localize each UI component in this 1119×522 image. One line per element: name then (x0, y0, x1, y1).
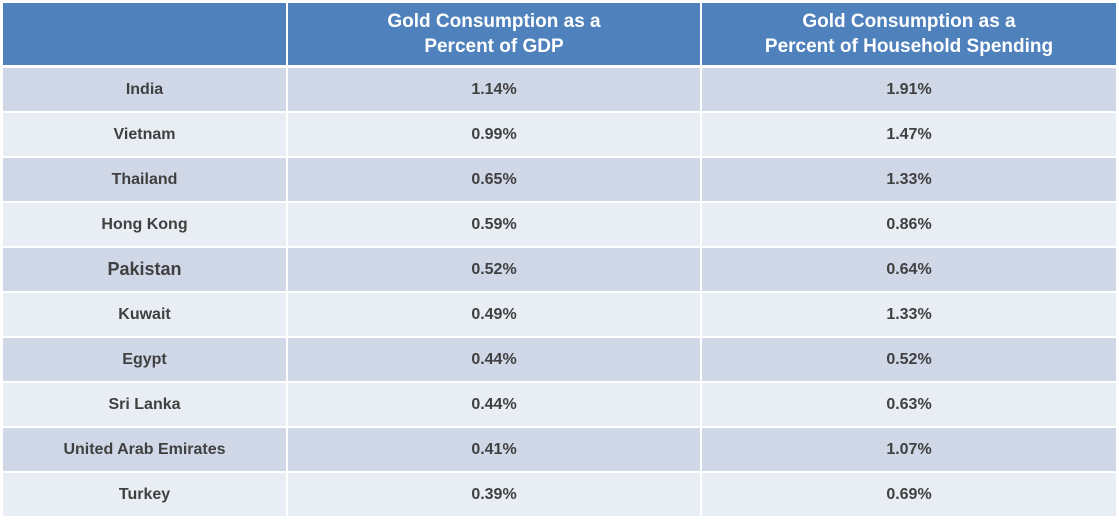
header-row: Gold Consumption as a Percent of GDP Gol… (3, 3, 1116, 68)
table-row: Turkey 0.39% 0.69% (3, 473, 1116, 518)
household-cell: 1.33% (702, 293, 1116, 338)
gdp-cell: 0.44% (288, 383, 702, 428)
gdp-cell: 0.49% (288, 293, 702, 338)
household-cell: 0.69% (702, 473, 1116, 518)
table-row: Vietnam 0.99% 1.47% (3, 113, 1116, 158)
household-cell: 1.47% (702, 113, 1116, 158)
table-row: India 1.14% 1.91% (3, 68, 1116, 113)
table-row: Thailand 0.65% 1.33% (3, 158, 1116, 203)
table-row: Hong Kong 0.59% 0.86% (3, 203, 1116, 248)
header-household-line-1: Gold Consumption as a (802, 11, 1016, 32)
table-row: Kuwait 0.49% 1.33% (3, 293, 1116, 338)
table-row: Sri Lanka 0.44% 0.63% (3, 383, 1116, 428)
country-cell: Thailand (3, 158, 288, 203)
table-row: Pakistan 0.52% 0.64% (3, 248, 1116, 293)
country-cell: India (3, 68, 288, 113)
header-country (3, 3, 288, 68)
gdp-cell: 0.65% (288, 158, 702, 203)
household-cell: 0.64% (702, 248, 1116, 293)
table-row: Egypt 0.44% 0.52% (3, 338, 1116, 383)
household-cell: 1.91% (702, 68, 1116, 113)
household-cell: 1.07% (702, 428, 1116, 473)
gdp-cell: 0.59% (288, 203, 702, 248)
header-gdp-line-2: Percent of GDP (424, 36, 564, 57)
gold-consumption-table: Gold Consumption as a Percent of GDP Gol… (3, 3, 1116, 518)
header-gdp: Gold Consumption as a Percent of GDP (288, 3, 702, 68)
country-cell: Egypt (3, 338, 288, 383)
gdp-cell: 0.52% (288, 248, 702, 293)
country-cell: Vietnam (3, 113, 288, 158)
header-household-line-2: Percent of Household Spending (764, 36, 1054, 57)
gdp-cell: 0.99% (288, 113, 702, 158)
household-cell: 0.52% (702, 338, 1116, 383)
country-cell: Turkey (3, 473, 288, 518)
gdp-cell: 0.44% (288, 338, 702, 383)
household-cell: 0.86% (702, 203, 1116, 248)
header-household: Gold Consumption as a Percent of Househo… (702, 3, 1116, 68)
gdp-cell: 1.14% (288, 68, 702, 113)
country-cell: Hong Kong (3, 203, 288, 248)
header-gdp-line-1: Gold Consumption as a (387, 11, 601, 32)
country-cell: Pakistan (3, 248, 288, 293)
gdp-cell: 0.39% (288, 473, 702, 518)
country-cell: Sri Lanka (3, 383, 288, 428)
country-cell: United Arab Emirates (3, 428, 288, 473)
country-cell: Kuwait (3, 293, 288, 338)
household-cell: 0.63% (702, 383, 1116, 428)
gold-consumption-table-container: Gold Consumption as a Percent of GDP Gol… (3, 3, 1116, 518)
household-cell: 1.33% (702, 158, 1116, 203)
table-row: United Arab Emirates 0.41% 1.07% (3, 428, 1116, 473)
gdp-cell: 0.41% (288, 428, 702, 473)
